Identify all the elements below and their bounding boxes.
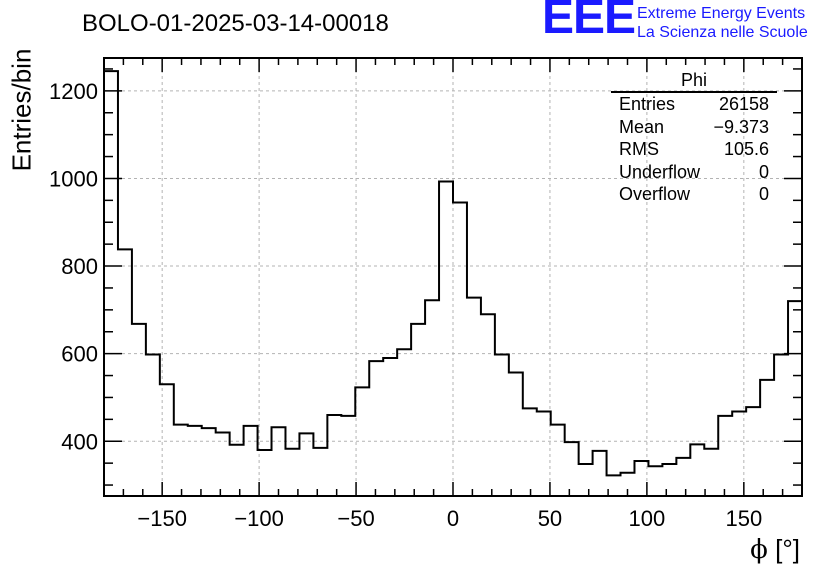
stats-row-rms: RMS 105.6 xyxy=(611,138,777,161)
histogram-bin xyxy=(341,416,355,496)
histogram-bin xyxy=(467,298,481,496)
histogram-bin xyxy=(662,464,676,496)
stats-value: 26158 xyxy=(718,94,769,114)
histogram-bin xyxy=(174,425,188,496)
histogram-bin xyxy=(690,444,704,496)
histogram-bin xyxy=(202,428,216,496)
histogram-bin xyxy=(188,426,202,496)
histogram-bin xyxy=(230,445,244,496)
histogram-bin xyxy=(216,432,230,496)
histogram-bin xyxy=(146,355,160,496)
x-tick-label: −150 xyxy=(137,506,187,531)
histogram-bin xyxy=(453,203,467,496)
x-tick-label: 150 xyxy=(725,506,762,531)
stats-value: 0 xyxy=(758,161,769,182)
x-tick-label: −50 xyxy=(337,506,374,531)
histogram-bin xyxy=(760,380,774,496)
histogram-line xyxy=(103,70,803,496)
histogram-bin xyxy=(425,300,439,496)
histogram-bin xyxy=(383,358,397,496)
histogram-bin xyxy=(244,426,258,496)
histogram-bin xyxy=(551,425,565,496)
y-tick-label: 1000 xyxy=(49,166,98,191)
histogram-bin xyxy=(397,349,411,496)
histogram-bin xyxy=(160,384,174,496)
histogram-bin xyxy=(537,411,551,496)
histogram-bin xyxy=(774,355,788,496)
y-tick-label: 1200 xyxy=(49,79,98,104)
stats-label: Overflow xyxy=(619,184,691,205)
y-tick-label: 800 xyxy=(61,254,98,279)
histogram-bin xyxy=(369,361,383,496)
histogram-bin xyxy=(593,451,607,496)
histogram-bin xyxy=(118,249,132,496)
x-axis-label: ϕ [°] xyxy=(750,534,800,565)
x-tick-label: 0 xyxy=(447,506,459,531)
stats-box: Phi Entries 26158 Mean −9.373 RMS 105.6 Und… xyxy=(611,70,777,206)
y-tick-label: 600 xyxy=(61,342,98,367)
stats-row-mean: Mean −9.373 xyxy=(611,116,777,139)
stats-label: Entries xyxy=(619,94,676,114)
y-tick-label: 400 xyxy=(61,429,98,454)
histogram-bin xyxy=(495,355,509,496)
x-tick-label: 50 xyxy=(538,506,562,531)
x-axis-symbol: ϕ xyxy=(750,535,768,565)
histogram-bin xyxy=(313,448,327,496)
histogram-bin xyxy=(648,466,662,496)
stats-row-overflow: Overflow 0 xyxy=(611,183,777,206)
chart-title: BOLO-01-2025-03-14-00018 xyxy=(82,10,389,37)
histogram-bin xyxy=(285,449,299,496)
stats-row-entries: Entries 26158 xyxy=(611,93,777,116)
histogram-bin xyxy=(132,324,146,496)
histogram-bin xyxy=(272,427,286,496)
histogram-bin xyxy=(327,415,341,496)
stats-label: RMS xyxy=(619,139,659,160)
stats-label: Underflow xyxy=(619,161,701,182)
stats-label: Mean xyxy=(619,116,665,137)
org-name-line1: Extreme Energy Events xyxy=(637,5,806,22)
histogram-bin xyxy=(704,449,718,496)
histogram-bin xyxy=(523,408,537,496)
org-name-line2: La Scienza nelle Scuole xyxy=(637,24,808,41)
stats-value: 0 xyxy=(758,184,769,205)
x-tick-label: 100 xyxy=(629,506,666,531)
x-tick-label: −100 xyxy=(234,506,284,531)
histogram-bin xyxy=(579,464,593,496)
y-axis-label: Entries/bin xyxy=(6,48,37,172)
histogram-bin xyxy=(299,433,313,496)
x-axis-unit: [°] xyxy=(775,534,800,564)
histogram-bin xyxy=(439,182,453,496)
histogram-bin xyxy=(481,314,495,496)
stats-box-title: Phi xyxy=(611,70,777,93)
histogram-bin xyxy=(411,324,425,496)
histogram-bin xyxy=(746,407,760,496)
histogram-bin xyxy=(355,387,369,496)
histogram-bin xyxy=(788,301,802,496)
histogram-bin xyxy=(509,372,523,496)
histogram-bin xyxy=(565,442,579,496)
histogram-bin xyxy=(718,416,732,496)
histogram-bin xyxy=(676,458,690,496)
stats-value: 105.6 xyxy=(723,139,769,160)
stats-row-underflow: Underflow 0 xyxy=(611,161,777,184)
stats-value: −9.373 xyxy=(713,116,769,137)
eee-logo: EEE xyxy=(542,0,636,44)
